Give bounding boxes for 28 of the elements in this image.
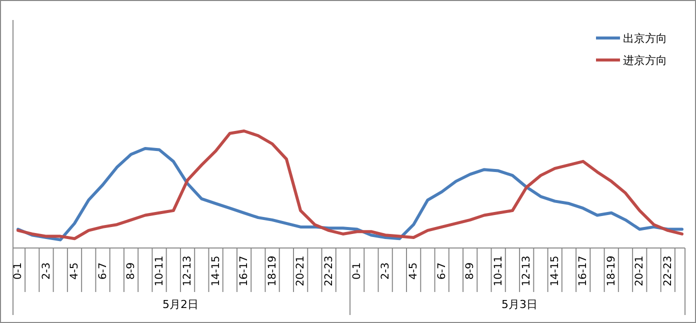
x-tick-label: 22-23	[662, 256, 674, 286]
x-tick-label: 8-9	[464, 262, 476, 280]
x-tick-label: 8-9	[125, 262, 138, 280]
x-tick-label: 2-3	[379, 262, 392, 280]
x-tick-label: 12-13	[520, 256, 533, 286]
x-tick-label: 2-3	[40, 262, 52, 280]
x-tick-label: 18-19	[266, 256, 278, 286]
x-tick-label: 20-21	[634, 256, 646, 286]
legend-label: 进京方向	[623, 54, 667, 67]
legend-label: 出京方向	[623, 32, 667, 45]
x-tick-label: 10-11	[492, 256, 504, 286]
x-tick-label: 14-15	[210, 256, 222, 286]
x-tick-label: 16-17	[238, 256, 250, 286]
x-tick-label: 6-7	[436, 262, 448, 280]
x-tick-label: 18-19	[605, 256, 618, 286]
x-tick-label: 0-1	[12, 262, 24, 280]
x-tick-label: 12-13	[182, 256, 194, 286]
text: 5月3日	[502, 298, 538, 311]
x-tick-label: 4-5	[68, 262, 81, 280]
x-tick-label: 20-21	[294, 256, 307, 286]
x-tick-label: 16-17	[577, 256, 590, 286]
text: 5月2日	[162, 298, 198, 311]
x-tick-label: 22-23	[322, 256, 335, 286]
x-tick-label: 4-5	[408, 262, 420, 280]
x-tick-label: 6-7	[96, 262, 109, 280]
x-tick-label: 0-1	[351, 262, 364, 280]
x-tick-label: 10-11	[153, 256, 166, 286]
x-tick-label: 14-15	[548, 256, 561, 286]
